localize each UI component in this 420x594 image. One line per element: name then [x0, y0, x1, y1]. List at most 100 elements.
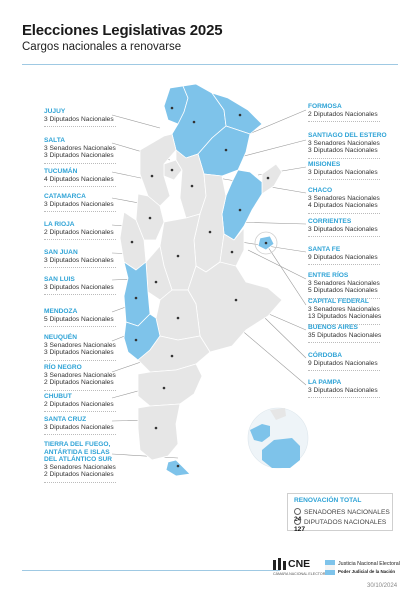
label-separator [44, 389, 116, 391]
province-corrientes [221, 169, 263, 241]
seat-count: 3 Diputados Nacionales [308, 168, 378, 176]
circle-icon [294, 508, 301, 515]
label-separator [308, 157, 380, 159]
province-tierradelfuego [165, 459, 191, 477]
seat-count: 5 Diputados Nacionales [44, 315, 114, 323]
province-mendoza [123, 261, 151, 327]
province-name: RÍO NEGRO [44, 364, 82, 371]
province-name: SALTA [44, 137, 65, 144]
province-name: MISIONES [308, 161, 341, 168]
province-formosa [211, 92, 263, 135]
label-separator [44, 481, 116, 483]
label-separator [308, 397, 380, 399]
province-label: TIERRA DEL FUEGO, ANTÁRTIDA E ISLAS DEL … [44, 441, 116, 483]
label-separator [308, 370, 380, 372]
label-separator [308, 179, 380, 181]
province-name: LA RIOJA [44, 221, 75, 228]
province-chubut [137, 363, 203, 407]
label-separator [308, 297, 380, 299]
totals-box: RENOVACIÓN TOTAL SENADORES NACIONALES 24… [287, 493, 393, 533]
province-label: SAN JUAN 3 Diputados Nacionales [44, 249, 116, 269]
province-name: CORRIENTES [308, 218, 352, 225]
province-name: CAPITAL FEDERAL [308, 298, 369, 305]
label-separator [44, 211, 116, 213]
caba-inset-ring [254, 231, 278, 255]
cne-logo-text: CNE [288, 558, 311, 570]
seat-count: 2 Diputados Nacionales [44, 379, 114, 387]
seat-count: 3 Diputados Nacionales [44, 349, 114, 357]
seat-count: 3 Senadores Nacionales [308, 305, 380, 313]
seat-count: 3 Diputados Nacionales [44, 283, 114, 291]
province-dots [130, 106, 270, 468]
province-label: LA RIOJA 2 Diputados Nacionales [44, 221, 116, 241]
seat-count: 3 Diputados Nacionales [308, 147, 378, 155]
province-name: ENTRE RÍOS [308, 272, 349, 279]
province-label: SANTIAGO DEL ESTERO 3 Senadores Nacionale… [308, 132, 387, 159]
label-separator [44, 294, 116, 296]
province-name: CHUBUT [44, 393, 72, 400]
province-catamarca [139, 133, 177, 207]
province-name: NEUQUÉN [44, 334, 77, 341]
cne-logo-subtitle: CÁMARA NACIONAL ELECTORAL [273, 572, 330, 576]
label-separator [44, 434, 116, 436]
seat-count: 3 Senadores Nacionales [44, 463, 116, 471]
cne-logo-icon [273, 558, 286, 570]
province-name: JUJUY [44, 108, 66, 115]
seat-count: 3 Diputados Nacionales [44, 152, 114, 160]
jne-name: Justicia Nacional Electoral [338, 561, 400, 567]
label-separator [308, 236, 380, 238]
seat-count: 3 Senadores Nacionales [308, 279, 380, 287]
jne-subtitle: Poder Judicial de la Nación [338, 569, 396, 574]
province-label: CHUBUT 2 Diputados Nacionales [44, 393, 116, 413]
label-separator [308, 264, 380, 266]
publication-date: 30/10/2024 [367, 583, 398, 589]
province-name: CATAMARCA [44, 193, 86, 200]
label-separator [308, 323, 380, 325]
province-name: SAN JUAN [44, 249, 78, 256]
totals-deputies-label: DIPUTADOS NACIONALES [304, 519, 387, 526]
province-label: ENTRE RÍOS 3 Senadores Nacionales 5 Diputa… [308, 272, 380, 299]
label-separator [44, 411, 116, 413]
seat-count: 3 Senadores Nacionales [44, 371, 116, 379]
province-label: SANTA CRUZ 3 Diputados Nacionales [44, 416, 116, 436]
province-name: BUENOS AIRES [308, 324, 358, 331]
province-buenosaires [187, 261, 283, 353]
province-label: RÍO NEGRO 3 Senadores Nacionales 2 Diputad… [44, 364, 116, 391]
label-separator [44, 359, 116, 361]
province-misiones [261, 163, 283, 195]
province-name: SANTIAGO DEL ESTERO [308, 132, 387, 139]
province-label: CORRIENTES 3 Diputados Nacionales [308, 218, 380, 238]
antarctica-inset [247, 407, 309, 469]
province-name: TUCUMÁN [44, 168, 78, 175]
label-separator [308, 212, 380, 214]
seat-count: 3 Senadores Nacionales [44, 341, 116, 349]
seat-count: 2 Diputados Nacionales [308, 110, 378, 118]
province-label: MISIONES 3 Diputados Nacionales [308, 161, 380, 181]
province-name: MENDOZA [44, 308, 78, 315]
totals-senators-label: SENADORES NACIONALES [304, 509, 390, 516]
seat-count: 9 Diputados Nacionales [308, 253, 378, 261]
seat-count: 3 Diputados Nacionales [44, 115, 114, 123]
province-santacruz [137, 403, 181, 461]
seat-count: 13 Diputados Nacionales [308, 313, 382, 321]
page-subtitle: Cargos nacionales a renovarse [22, 41, 182, 53]
page-title: Elecciones Legislativas 2025 [22, 22, 223, 39]
province-label: TUCUMÁN 4 Diputados Nacionales [44, 168, 116, 188]
seat-count: 3 Senadores Nacionales [308, 139, 380, 147]
totals-deputies-row: DIPUTADOS NACIONALES 127 [294, 518, 392, 533]
province-name: SANTA FE [308, 246, 341, 253]
bottom-divider [22, 570, 280, 571]
province-name: FORMOSA [308, 103, 342, 110]
province-label: LA PAMPA 3 Diputados Nacionales [308, 379, 380, 399]
seat-count: 2 Diputados Nacionales [44, 400, 114, 408]
seat-count: 4 Diputados Nacionales [44, 175, 114, 183]
circle-icon [294, 518, 301, 525]
seat-count: 3 Senadores Nacionales [44, 144, 116, 152]
province-name: SANTA CRUZ [44, 416, 87, 423]
province-name: SAN LUIS [44, 276, 75, 283]
province-label: NEUQUÉN 3 Senadores Nacionales 3 Diputados… [44, 334, 116, 361]
seat-count: 3 Diputados Nacionales [44, 256, 114, 264]
province-label: MENDOZA 5 Diputados Nacionales [44, 308, 116, 328]
totals-deputies-value: 127 [294, 526, 306, 533]
